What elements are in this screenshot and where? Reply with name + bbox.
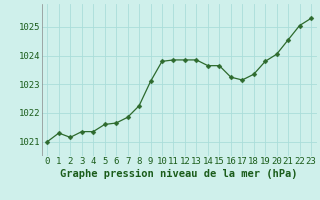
X-axis label: Graphe pression niveau de la mer (hPa): Graphe pression niveau de la mer (hPa) — [60, 169, 298, 179]
